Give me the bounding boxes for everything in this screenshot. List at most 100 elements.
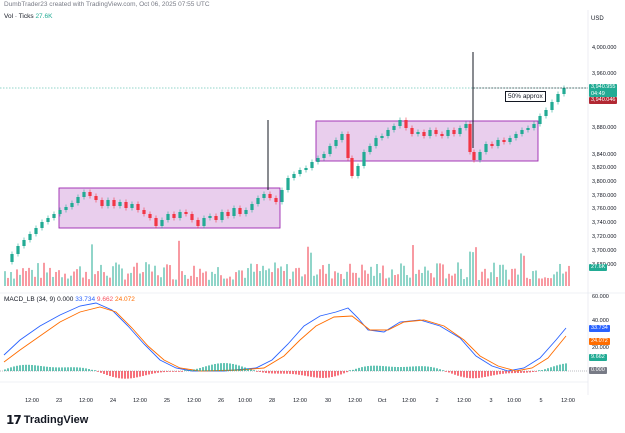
macd-histogram-bar: [34, 365, 36, 371]
macd-histogram-bar: [121, 371, 123, 379]
volume-bar: [25, 271, 27, 286]
macd-histogram-bar: [487, 371, 489, 377]
volume-bar: [211, 271, 213, 286]
macd-histogram-bar: [130, 371, 132, 379]
macd-histogram-bar: [208, 365, 210, 371]
candle: [256, 198, 260, 204]
macd-histogram-bar: [436, 368, 438, 371]
volume-bar: [250, 263, 252, 286]
macd-histogram-bar: [202, 367, 204, 371]
volume-bar: [502, 264, 504, 286]
consolidation-box-right[interactable]: [315, 120, 539, 162]
volume-legend-value: 27.6K: [35, 13, 53, 20]
time-axis-label: 10:00: [507, 398, 521, 404]
macd-histogram-bar: [292, 371, 294, 375]
macd-histogram-bar: [145, 371, 147, 376]
candle: [40, 222, 44, 228]
consolidation-box-left[interactable]: [58, 187, 281, 229]
volume-bar: [220, 275, 222, 286]
time-axis-label: 28: [269, 398, 275, 404]
macd-legend[interactable]: MACD_LB (34, 9) 0.000 33.734 9.662 24.07…: [4, 296, 135, 303]
volume-bar: [532, 271, 534, 286]
volume-bar: [418, 269, 420, 286]
macd-histogram-bar: [325, 371, 327, 378]
candle: [28, 234, 32, 240]
volume-bar: [301, 276, 303, 286]
candle: [374, 138, 378, 146]
volume-legend[interactable]: Vol · Ticks 27.6K: [4, 13, 52, 20]
volume-bar: [55, 271, 57, 286]
volume-bar: [52, 276, 54, 286]
macd-histogram-bar: [331, 371, 333, 378]
macd-histogram-bar: [4, 369, 6, 371]
price-axis-label: 4,000.000: [592, 45, 616, 51]
volume-bar: [319, 269, 321, 286]
macd-histogram-bar: [358, 367, 360, 371]
macd-histogram-bar: [226, 363, 228, 371]
volume-bar: [43, 262, 45, 286]
volume-bar: [337, 272, 339, 286]
volume-bar: [559, 263, 561, 286]
macd-histogram-bar: [397, 367, 399, 371]
macd-histogram-bar: [565, 363, 567, 371]
candle: [154, 218, 158, 226]
candle: [434, 130, 438, 134]
volume-bar: [367, 273, 369, 286]
macd-histogram-bar: [499, 371, 501, 375]
volume-bar: [226, 278, 228, 286]
volume-bar: [106, 275, 108, 286]
spike-lines: [267, 52, 474, 190]
macd-histogram-bar: [274, 371, 276, 374]
macd-histogram-bar: [364, 366, 366, 371]
volume-bar: [280, 266, 282, 286]
macd-axis-label: 40.000: [592, 318, 609, 324]
macd-histogram-bar: [73, 367, 75, 371]
volume-bar: [568, 265, 570, 286]
volume-bar: [76, 269, 78, 286]
volume-bar: [310, 252, 312, 286]
time-axis-label: 3: [489, 398, 492, 404]
volume-bar: [364, 270, 366, 286]
volume-bar: [205, 271, 207, 286]
macd-histogram-bar: [214, 363, 216, 371]
candle: [310, 162, 314, 168]
annotation-label[interactable]: 50% approx: [505, 91, 546, 102]
volume-bar: [268, 268, 270, 286]
volume-bar: [562, 273, 564, 286]
macd-histogram-bar: [52, 367, 54, 371]
macd-histogram-bar: [376, 365, 378, 371]
volume-bar: [196, 277, 198, 286]
macd-histogram-bar: [166, 371, 168, 372]
volume-bar: [247, 268, 249, 286]
macd-histogram-bar: [445, 371, 447, 372]
macd-histogram-bar: [415, 366, 417, 371]
candle: [148, 214, 152, 218]
tradingview-logo[interactable]: 17 TradingView: [6, 413, 88, 427]
consolidation-boxes: [58, 120, 539, 229]
macd-histogram-bar: [148, 371, 150, 375]
macd-histogram-bar: [406, 366, 408, 371]
macd-line[interactable]: [3, 302, 567, 372]
macd-histogram-bar: [28, 364, 30, 371]
macd-histogram-bar: [541, 370, 543, 371]
macd-histogram-bar: [67, 367, 69, 371]
macd-histogram-bar: [442, 370, 444, 371]
time-axis-label: 12:00: [79, 398, 93, 404]
macd-histogram-bar: [550, 367, 552, 371]
macd-histogram-bar: [232, 363, 234, 371]
candle: [160, 220, 164, 226]
volume-bar: [352, 272, 354, 286]
candle: [130, 204, 134, 208]
volume-bar: [16, 269, 18, 286]
volume-bar: [316, 274, 318, 286]
candle: [250, 204, 254, 210]
volume-bar: [112, 266, 114, 286]
macd-histogram-bar: [340, 371, 342, 375]
price-axis-label: 3,700.000: [592, 248, 616, 254]
macd-histogram-bar: [400, 367, 402, 371]
macd-histogram-bar: [22, 364, 24, 371]
time-axis-label: 12:00: [293, 398, 307, 404]
signal-line[interactable]: [3, 306, 567, 372]
volume-bar: [181, 271, 183, 286]
